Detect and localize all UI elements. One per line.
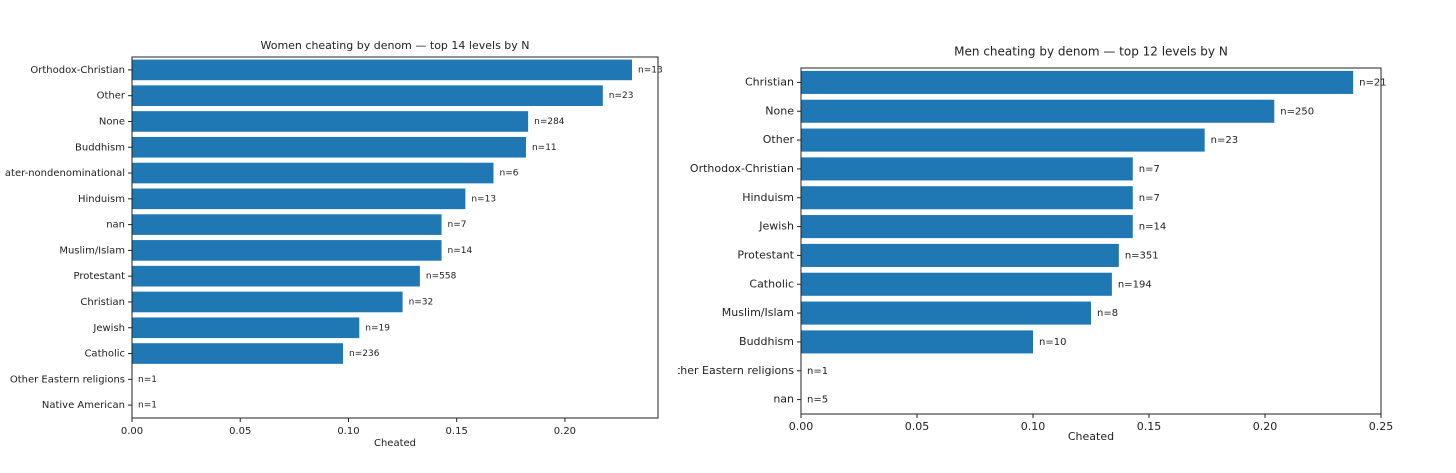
- value-label: n=14: [448, 246, 473, 256]
- y-tick-label: Jewish: [758, 220, 794, 233]
- x-tick-label: 0.10: [337, 426, 359, 437]
- y-tick-label: nan: [773, 393, 794, 406]
- y-tick-label: Jewish: [92, 323, 125, 334]
- y-tick-label: Christian: [80, 297, 125, 308]
- y-tick-label: None: [765, 104, 794, 117]
- x-tick-label: 0.20: [1253, 420, 1278, 433]
- value-label: n=1: [138, 401, 157, 411]
- plot-frame: [800, 67, 1382, 415]
- bar: [801, 70, 1354, 94]
- bar: [132, 85, 603, 106]
- value-label: n=194: [1118, 279, 1152, 290]
- value-label: n=250: [1280, 106, 1314, 117]
- bar: [132, 343, 344, 364]
- bar: [801, 157, 1133, 181]
- bar: [801, 128, 1205, 152]
- bar: [801, 301, 1091, 325]
- y-tick-label: Catholic: [84, 349, 125, 360]
- value-label: n=11: [532, 143, 557, 153]
- x-tick-label: 0.00: [789, 420, 814, 433]
- y-tick-label: Other Eastern religions: [667, 364, 794, 377]
- value-label: n=5: [807, 395, 828, 406]
- bar: [132, 111, 529, 132]
- y-tick-label: Other: [763, 133, 795, 146]
- y-tick-label: Muslim/Islam: [722, 306, 794, 319]
- value-label: n=8: [1097, 308, 1118, 319]
- y-tick-label: ater-nondenominational: [5, 168, 125, 179]
- x-axis-label: Cheated: [1068, 430, 1114, 443]
- y-tick-label: Hinduism: [742, 191, 794, 204]
- y-tick-label: Hinduism: [78, 194, 125, 205]
- bar: [132, 291, 403, 313]
- value-label: n=23: [609, 91, 634, 101]
- value-label: n=558: [426, 272, 457, 282]
- y-tick-label: Native American: [42, 400, 125, 411]
- value-label: n=1: [138, 375, 157, 385]
- x-tick-label: 0.05: [905, 420, 930, 433]
- x-tick-label: 0.20: [554, 426, 576, 437]
- bar: [132, 59, 633, 81]
- value-label: n=7: [1139, 193, 1160, 204]
- y-tick-label: Protestant: [737, 248, 794, 261]
- x-axis-label: Cheated: [374, 438, 416, 449]
- bar: [132, 162, 494, 184]
- plot-frame: [131, 56, 659, 419]
- y-tick-label: Catholic: [749, 277, 794, 290]
- value-label: n=13: [471, 194, 496, 204]
- y-tick-label: Buddhism: [75, 142, 125, 153]
- chart: Men cheating by denom — top 12 levels by…: [667, 45, 1394, 443]
- y-tick-label: Buddhism: [739, 335, 794, 348]
- value-label: n=10: [1039, 337, 1066, 348]
- y-tick-label: nan: [106, 220, 125, 231]
- value-label: n=6: [499, 169, 518, 179]
- x-tick-label: 0.15: [1137, 420, 1162, 433]
- bar: [132, 265, 420, 287]
- y-tick-label: Orthodox-Christian: [30, 65, 125, 76]
- x-tick-label: 0.00: [121, 426, 143, 437]
- x-tick-label: 0.15: [446, 426, 468, 437]
- y-tick-label: Orthodox-Christian: [690, 162, 794, 175]
- value-label: n=236: [349, 349, 380, 359]
- y-tick-label: Muslim/Islam: [59, 245, 125, 256]
- value-label: n=7: [1139, 164, 1160, 175]
- bar: [801, 215, 1133, 239]
- value-label: n=14: [1139, 222, 1166, 233]
- bar: [132, 214, 442, 235]
- bar: [132, 188, 466, 210]
- bar: [132, 317, 360, 339]
- bar: [132, 240, 442, 261]
- chart-title: Men cheating by denom — top 12 levels by…: [954, 45, 1228, 59]
- bar: [801, 272, 1112, 296]
- value-label: n=284: [534, 117, 565, 127]
- value-label: n=1: [807, 366, 828, 377]
- value-label: n=32: [409, 297, 434, 307]
- value-label: n=21: [1359, 77, 1386, 88]
- value-label: n=19: [365, 323, 390, 333]
- y-tick-label: Other Eastern religions: [10, 374, 125, 385]
- x-tick-label: 0.25: [1369, 420, 1394, 433]
- chart: Women cheating by denom — top 14 levels …: [5, 39, 663, 449]
- value-label: n=7: [448, 220, 467, 230]
- bar: [801, 330, 1033, 354]
- chart-title: Women cheating by denom — top 14 levels …: [260, 39, 529, 52]
- value-label: n=13: [638, 65, 663, 75]
- bar: [801, 243, 1119, 267]
- y-tick-label: Protestant: [74, 271, 126, 282]
- y-tick-label: None: [99, 116, 125, 127]
- value-label: n=351: [1125, 250, 1159, 261]
- y-tick-label: Other: [97, 91, 126, 102]
- bar: [132, 136, 526, 158]
- x-tick-label: 0.10: [1021, 420, 1046, 433]
- bar: [801, 186, 1133, 210]
- bar: [801, 99, 1275, 123]
- value-label: n=23: [1211, 135, 1238, 146]
- x-tick-label: 0.05: [229, 426, 251, 437]
- y-tick-label: Christian: [745, 75, 794, 88]
